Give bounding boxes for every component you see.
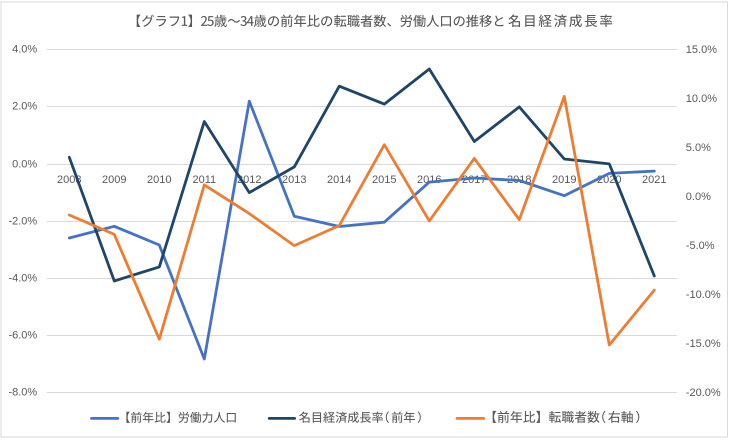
svg-text:10.0%: 10.0% <box>686 93 717 105</box>
svg-text:5.0%: 5.0% <box>686 142 711 154</box>
svg-text:-2.0%: -2.0% <box>8 216 37 228</box>
svg-text:-5.0%: -5.0% <box>686 240 715 252</box>
svg-text:-6.0%: -6.0% <box>8 330 37 342</box>
svg-text:-8.0%: -8.0% <box>8 387 37 399</box>
svg-text:-4.0%: -4.0% <box>8 273 37 285</box>
svg-text:2019: 2019 <box>552 174 576 186</box>
svg-text:0.0%: 0.0% <box>686 191 711 203</box>
svg-text:2016: 2016 <box>417 174 441 186</box>
svg-text:2.0%: 2.0% <box>12 101 37 113</box>
svg-text:2009: 2009 <box>102 174 126 186</box>
svg-text:-10.0%: -10.0% <box>686 289 721 301</box>
svg-text:15.0%: 15.0% <box>686 44 717 56</box>
svg-text:2015: 2015 <box>372 174 396 186</box>
svg-text:-20.0%: -20.0% <box>686 387 721 399</box>
svg-text:2011: 2011 <box>192 174 216 186</box>
svg-text:-15.0%: -15.0% <box>686 338 721 350</box>
svg-text:2014: 2014 <box>327 174 351 186</box>
svg-text:2013: 2013 <box>282 174 306 186</box>
svg-text:4.0%: 4.0% <box>12 44 37 56</box>
svg-text:0.0%: 0.0% <box>12 159 37 171</box>
svg-text:2010: 2010 <box>147 174 171 186</box>
svg-text:2021: 2021 <box>642 174 666 186</box>
